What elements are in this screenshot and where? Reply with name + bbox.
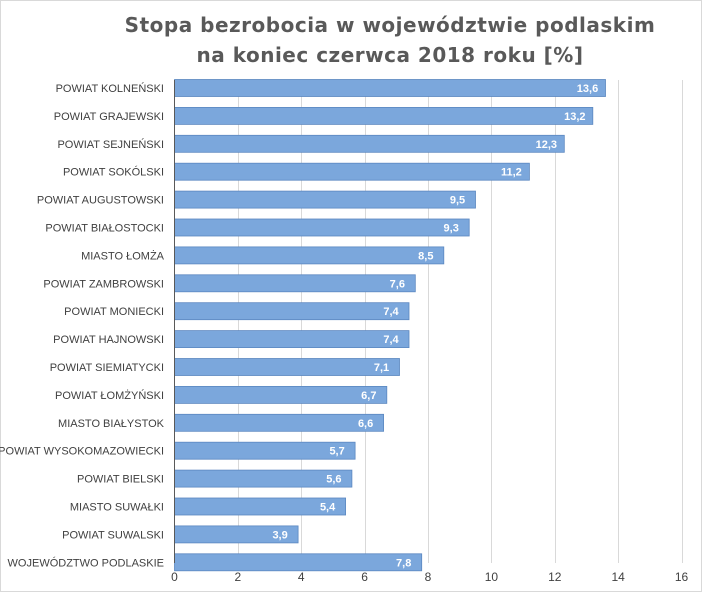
x-tick-label: 0 <box>171 570 178 584</box>
bar <box>174 385 388 404</box>
category-label: MIASTO SUWAŁKI <box>70 502 164 514</box>
x-tick-label: 14 <box>611 570 625 584</box>
x-tick-label: 16 <box>675 570 689 584</box>
data-label: 6,6 <box>358 418 373 430</box>
bar <box>174 134 565 153</box>
category-label: POWIAT GRAJEWSKI <box>54 111 164 123</box>
bar <box>174 218 470 237</box>
bar <box>174 441 356 460</box>
category-label: MIASTO BIAŁYSTOK <box>58 418 165 430</box>
data-label: 7,8 <box>396 557 411 569</box>
chart-title-line-1: Stopa bezrobocia w województwie podlaski… <box>124 13 656 37</box>
category-label: WOJEWÓDZTWO PODLASKIE <box>8 556 164 569</box>
category-label: POWIAT SUWALSKI <box>62 529 164 541</box>
category-label: POWIAT SOKÓLSKI <box>63 166 164 179</box>
data-label: 9,5 <box>450 195 465 207</box>
data-label: 7,1 <box>374 362 389 374</box>
bar <box>174 190 476 209</box>
category-label: POWIAT HAJNOWSKI <box>53 334 164 346</box>
data-label: 12,3 <box>536 139 557 151</box>
bar <box>174 358 400 376</box>
bar <box>174 413 385 432</box>
bar <box>174 302 410 321</box>
category-label: POWIAT ŁOMŻYŃSKI <box>55 389 164 402</box>
x-tick-label: 4 <box>298 570 305 584</box>
bar <box>174 553 423 572</box>
data-label: 13,6 <box>577 83 598 95</box>
category-label: POWIAT SEJNEŃSKI <box>57 138 164 151</box>
data-label: 3,9 <box>272 529 287 541</box>
bar <box>174 274 416 293</box>
x-tick-label: 6 <box>361 570 368 584</box>
bar <box>174 246 445 265</box>
data-label: 5,7 <box>329 446 344 458</box>
data-label: 7,4 <box>383 334 399 346</box>
category-label: POWIAT BIELSKI <box>77 474 164 486</box>
data-label: 5,6 <box>326 474 341 486</box>
data-label: 8,5 <box>418 250 433 262</box>
chart-title-line-2: na koniec czerwca 2018 roku [%] <box>196 43 584 67</box>
category-label: POWIAT AUGUSTOWSKI <box>37 195 164 207</box>
data-label: 5,4 <box>320 502 336 514</box>
category-label: POWIAT KOLNEŃSKI <box>56 82 164 95</box>
x-tick-label: 10 <box>485 570 499 584</box>
x-tick-label: 2 <box>235 570 242 584</box>
data-label: 6,7 <box>361 390 376 402</box>
x-tick-label: 8 <box>425 570 432 584</box>
bar <box>174 330 410 349</box>
bar <box>174 79 606 97</box>
data-label: 11,2 <box>501 167 522 179</box>
bar <box>174 107 594 125</box>
data-label: 9,3 <box>444 223 459 235</box>
category-label: POWIAT SIEMIATYCKI <box>50 362 164 374</box>
category-label: POWIAT BIAŁOSTOCKI <box>45 223 164 235</box>
x-tick-label: 12 <box>548 570 562 584</box>
bar <box>174 162 530 181</box>
category-label: POWIAT WYSOKOMAZOWIECKI <box>0 446 164 458</box>
data-label: 13,2 <box>564 111 585 123</box>
category-label: POWIAT ZAMBROWSKI <box>43 278 164 290</box>
category-label: POWIAT MONIECKI <box>64 306 164 318</box>
data-label: 7,4 <box>383 306 399 318</box>
data-label: 7,6 <box>390 278 405 290</box>
chart-title: Stopa bezrobocia w województwie podlaski… <box>60 10 702 70</box>
category-label: MIASTO ŁOMŻA <box>81 249 165 262</box>
